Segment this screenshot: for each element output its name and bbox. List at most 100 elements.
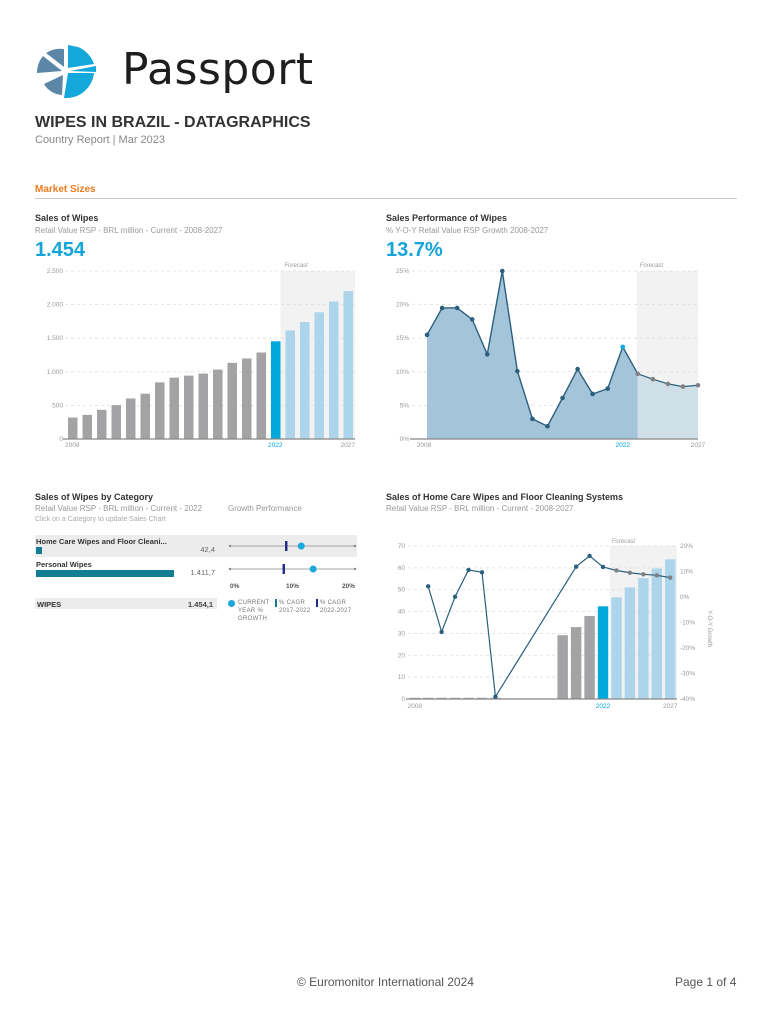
bar-2025 <box>638 578 649 699</box>
footer-copyright: © Euromonitor International 2024 <box>297 975 474 989</box>
bar-2021 <box>256 352 266 439</box>
historic-area <box>427 271 638 439</box>
point-2011 <box>454 305 460 311</box>
homecare-combo-chart[interactable]: Forecast 0 10 20 30 40 50 60 70 -40% -30% -20% -10% 0… <box>380 530 720 715</box>
bar-2022 <box>271 341 281 439</box>
x-tick-label: 2008 <box>407 703 422 710</box>
growth-performance-chart: 0% 10% 20% <box>228 541 357 590</box>
axis-end-dot <box>353 544 357 548</box>
growth-axis-label: 20% <box>342 583 355 590</box>
point-2024 <box>650 376 656 382</box>
point-2013 <box>484 352 490 357</box>
y2-tick-label: 20% <box>680 543 693 550</box>
point-2017 <box>545 423 550 429</box>
category-total-row[interactable]: WIPES 1.454,1 <box>35 598 217 609</box>
y-tick-label: 0 <box>59 436 63 443</box>
bar-2018 <box>213 369 223 439</box>
y-tick-label: 1.500 <box>47 335 64 342</box>
point-2009 <box>424 332 430 338</box>
forecast-label: Forecast <box>285 263 309 269</box>
y2-tick-label: -30% <box>680 671 695 678</box>
point-2010 <box>439 305 445 311</box>
y2-tick-label: 10% <box>680 569 693 576</box>
point-2018 <box>560 395 565 401</box>
growth-point-2009 <box>425 584 431 589</box>
y-tick-label: 10% <box>396 369 409 376</box>
forecast-label: Forecast <box>640 263 664 269</box>
bar-2025 <box>314 312 324 439</box>
y-tick-label: 60 <box>398 565 406 572</box>
sales-bar-chart[interactable]: Forecast 0 500 1.000 1.500 2.000 2.500 2008 2022… <box>30 258 360 453</box>
y-tick-label: 5% <box>400 402 410 409</box>
y2-tick-label: -10% <box>680 620 695 627</box>
category-row-personal-wipes[interactable]: Personal Wipes 1.411,7 <box>35 558 357 580</box>
axis-end-dot <box>353 567 357 571</box>
performance-chart-subtitle: % Y-O-Y Retail Value RSP Growth 2008-202… <box>386 226 549 235</box>
legend-text: YEAR % <box>238 608 264 614</box>
bar-2023 <box>285 330 295 439</box>
bar-2013 <box>140 393 150 439</box>
legend-text: % CAGR <box>279 600 306 606</box>
category-name: Home Care Wipes and Floor Cleani... <box>36 537 167 546</box>
bar-2015 <box>169 377 179 439</box>
y-tick-label: 40 <box>398 609 406 616</box>
y-tick-label: 30 <box>398 630 406 637</box>
point-2027 <box>695 382 701 388</box>
report-subtitle: Country Report | Mar 2023 <box>35 134 166 146</box>
point-2021 <box>605 386 610 391</box>
x-tick-label: 2022 <box>268 442 283 449</box>
growth-point-2022 <box>600 564 606 570</box>
growth-performance-title: Growth Performance <box>228 504 302 513</box>
y2-tick-label: -20% <box>680 645 695 652</box>
bar-2017 <box>198 373 208 439</box>
bar-marker-icon <box>275 599 277 607</box>
performance-area-chart[interactable]: Forecast 0% 5% 10% 15% 20% 25% 2008 2022 2027 <box>380 258 720 453</box>
category-hint: Click on a Category to update Sales Char… <box>35 516 166 523</box>
y-tick-label: 50 <box>398 587 406 594</box>
y-tick-label: 0 <box>401 696 405 703</box>
homecare-chart-title: Sales of Home Care Wipes and Floor Clean… <box>386 492 623 502</box>
point-2023 <box>635 371 641 377</box>
growth-point-2023 <box>614 568 619 573</box>
bar-2024 <box>300 322 310 439</box>
bar-2026 <box>651 568 663 699</box>
growth-axis-label: 10% <box>286 583 299 590</box>
growth-point-2027 <box>668 575 673 580</box>
cagr-2022-2027-marker <box>285 541 288 551</box>
bar-2027 <box>665 559 676 699</box>
bar-2024 <box>624 587 636 699</box>
category-value: 1.411,7 <box>190 568 215 577</box>
bar-2008 <box>68 417 78 439</box>
report-title: WIPES IN BRAZIL - DATAGRAPHICS <box>35 114 311 131</box>
growth-point-2021 <box>587 553 592 559</box>
y-tick-label: 500 <box>52 402 63 409</box>
y-tick-label: 20% <box>396 302 409 309</box>
point-2016 <box>530 416 535 422</box>
axis-end-dot <box>228 567 232 571</box>
bar-2014 <box>155 382 165 439</box>
y2-axis-label: Y-O-Y Growth <box>706 610 712 647</box>
category-row-home-care[interactable]: Home Care Wipes and Floor Cleani... 42,4 <box>35 535 357 557</box>
growth-point-2024 <box>627 570 633 575</box>
point-2026 <box>680 384 686 389</box>
point-2020 <box>590 391 595 397</box>
y-tick-label: 1.000 <box>47 369 64 376</box>
x-tick-label: 2027 <box>691 442 706 449</box>
bar-2010 <box>97 409 107 439</box>
legend-text: GROWTH <box>238 616 268 622</box>
forecast-area <box>637 373 698 439</box>
growth-point-2012 <box>466 567 471 573</box>
section-title: Market Sizes <box>35 184 96 195</box>
performance-headline-value: 13.7% <box>386 239 443 261</box>
y-tick-label: 2.500 <box>47 268 64 275</box>
homecare-chart-subtitle: Retail Value RSP - BRL million - Current… <box>386 504 574 513</box>
x-tick-label: 2008 <box>417 442 432 449</box>
brand-name: Passport <box>122 44 314 95</box>
footer-page-number: Page 1 of 4 <box>675 975 737 989</box>
y-tick-label: 0% <box>400 436 410 443</box>
category-title: Sales of Wipes by Category <box>35 492 153 502</box>
category-name: Personal Wipes <box>36 560 92 569</box>
growth-axis-label: 0% <box>230 583 240 590</box>
growth-point-2014 <box>493 694 498 699</box>
cagr-2022-2027-marker <box>282 564 285 574</box>
